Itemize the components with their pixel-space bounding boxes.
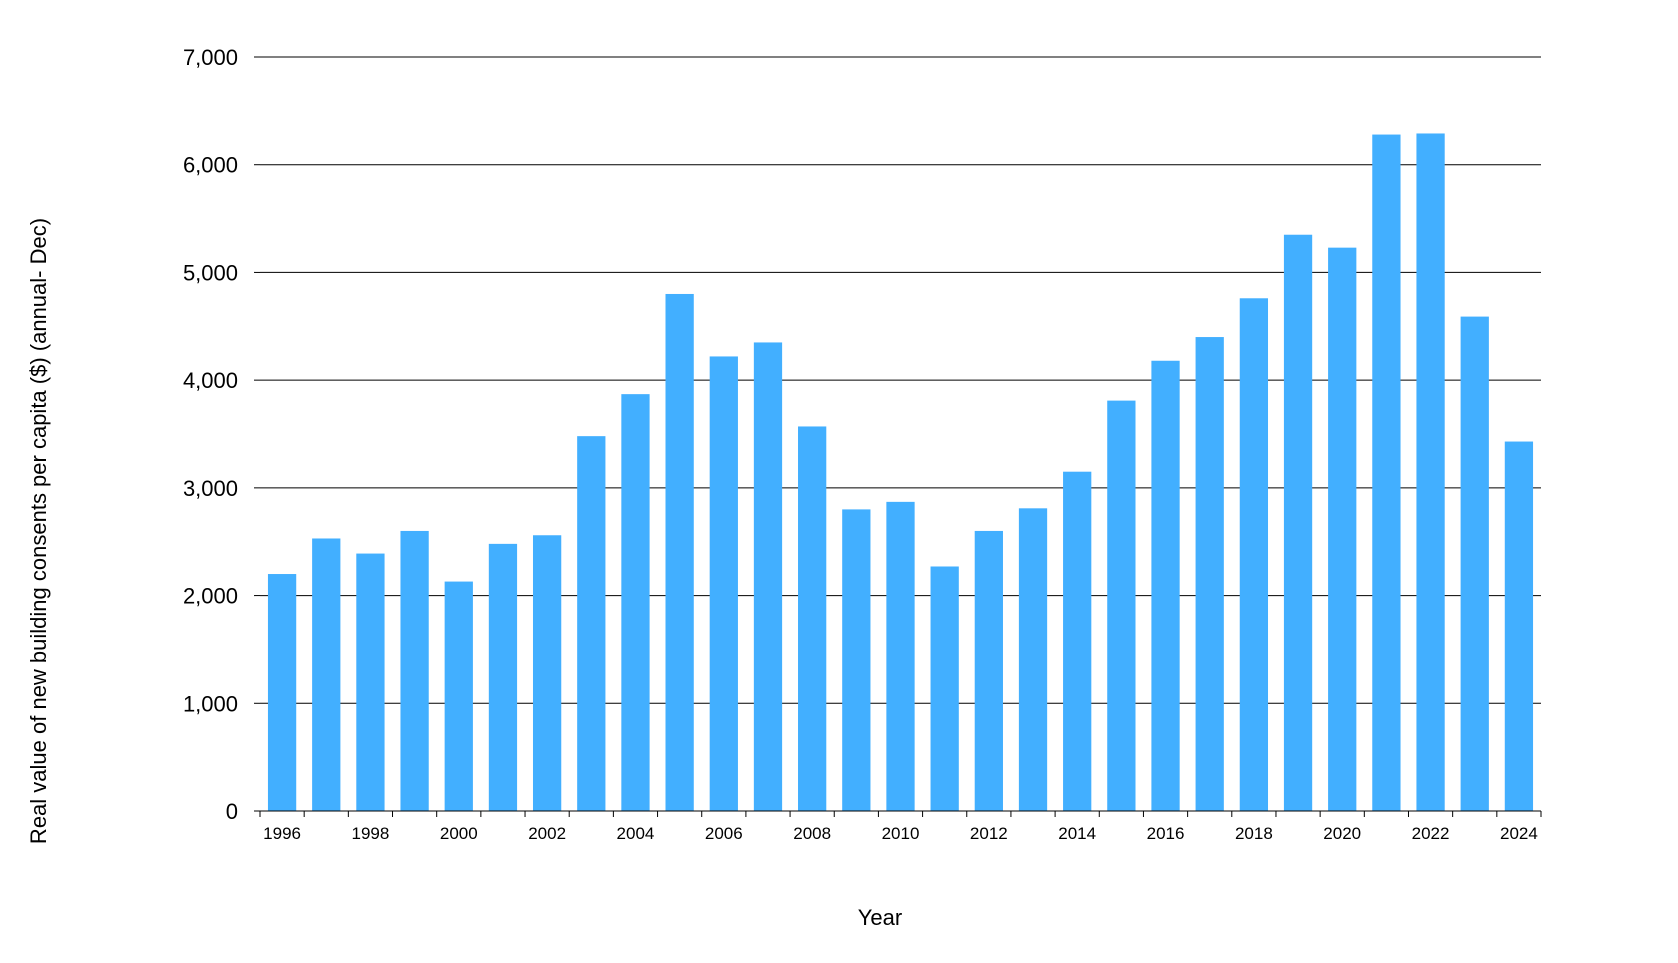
x-tick-label: 1998 [352, 824, 390, 843]
x-tick-label: 2000 [440, 824, 478, 843]
x-axis-ticks: 1996 1998 2000 2002 2004 2006 2008 2010 2012 2014… [259, 811, 1542, 843]
bar-2007 [753, 342, 783, 811]
bar-2021 [1372, 134, 1401, 811]
bar-2003 [577, 436, 606, 811]
y-tick-label: 0 [226, 799, 238, 824]
y-axis-title: Real value of new building consents per … [26, 218, 51, 844]
bar-2001 [488, 543, 518, 811]
bar-2008 [798, 426, 827, 811]
bar-1997 [312, 538, 341, 811]
bar-2010 [886, 501, 915, 811]
x-tick-label: 2006 [705, 824, 743, 843]
bar-2016 [1151, 360, 1180, 811]
x-tick-label: 2018 [1235, 824, 1273, 843]
x-tick-label: 2016 [1147, 824, 1185, 843]
y-tick-label: 5,000 [183, 260, 238, 285]
bar-2013 [1018, 508, 1048, 811]
x-tick-label: 2004 [617, 824, 655, 843]
bar-2024 [1504, 441, 1534, 811]
x-tick-label: 2012 [970, 824, 1008, 843]
y-tick-label: 2,000 [183, 584, 238, 609]
bar-2017 [1195, 337, 1224, 811]
bar-2002 [532, 535, 562, 811]
y-tick-label: 4,000 [183, 368, 238, 393]
bar-2012 [974, 530, 1003, 811]
y-tick-label: 3,000 [183, 476, 238, 501]
x-tick-label: 2014 [1058, 824, 1096, 843]
x-tick-label: 2024 [1500, 824, 1538, 843]
bar-2011 [930, 566, 959, 811]
x-tick-label: 1996 [263, 824, 301, 843]
y-axis-ticks: 0 1,000 2,000 3,000 4,000 5,000 6,000 7,000 [183, 45, 260, 824]
bar-2005 [665, 293, 694, 811]
x-tick-label: 2008 [793, 824, 831, 843]
bar-2004 [621, 394, 650, 811]
y-tick-label: 1,000 [183, 691, 238, 716]
bars [267, 133, 1534, 811]
x-tick-label: 2010 [882, 824, 920, 843]
bar-2015 [1107, 400, 1136, 811]
gridlines [260, 56, 1541, 704]
bar-2009 [842, 509, 871, 811]
y-tick-label: 7,000 [183, 45, 238, 70]
bar-1996 [267, 574, 297, 811]
bar-2006 [709, 356, 738, 811]
bar-2014 [1063, 471, 1092, 811]
bar-1999 [400, 530, 429, 811]
x-tick-label: 2002 [528, 824, 566, 843]
bar-2018 [1239, 298, 1269, 811]
bar-2020 [1328, 247, 1357, 811]
bar-1998 [356, 553, 385, 811]
y-tick-label: 6,000 [183, 153, 238, 178]
bar-2019 [1283, 234, 1313, 811]
x-axis-title: Year [858, 905, 902, 930]
x-tick-label: 2020 [1323, 824, 1361, 843]
bar-2000 [444, 581, 473, 811]
bar-2023 [1460, 316, 1489, 811]
x-tick-label: 2022 [1412, 824, 1450, 843]
bar-2022 [1416, 133, 1445, 811]
